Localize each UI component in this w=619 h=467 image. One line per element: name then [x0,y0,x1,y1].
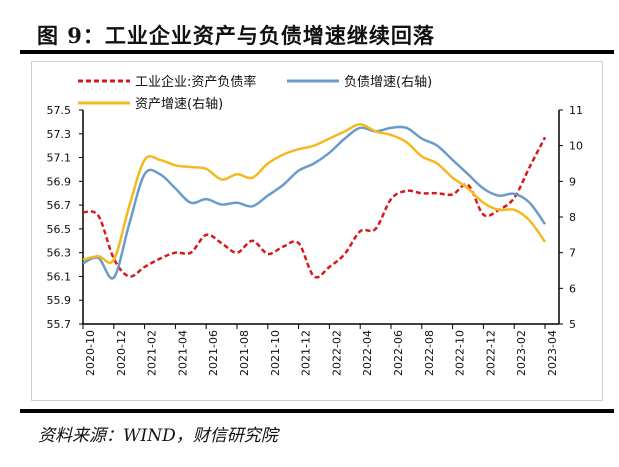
x-tick-label: 2021-04 [176,330,189,376]
x-tick-label: 2022-12 [484,330,497,376]
right-y-tick-label: 5 [569,318,576,331]
x-tick-label: 2021-08 [238,330,251,376]
x-tick-label: 2022-08 [423,330,436,376]
left-y-tick-label: 56.5 [47,223,72,236]
right-y-tick-label: 7 [569,247,576,260]
right-y-tick-label: 10 [569,140,583,153]
right-y-tick-label: 8 [569,211,576,224]
legend-label-0: 工业企业:资产负债率 [135,74,256,90]
left-y-tick-label: 56.7 [47,199,72,212]
legend-label-2: 资产增速(右轴) [135,97,223,112]
x-tick-label: 2022-04 [361,330,374,376]
right-y-tick-label: 11 [569,104,583,117]
x-tick-label: 2020-10 [84,330,97,376]
source-note: 资料来源：WIND，财信研究院 [38,426,278,446]
left-y-tick-label: 57.5 [47,104,72,117]
x-tick-label: 2022-10 [454,330,467,376]
chart-frame [31,61,603,401]
legend-label-1: 负债增速(右轴) [344,75,432,90]
x-tick-label: 2021-10 [269,330,282,376]
series-line-0 [82,136,547,279]
top-rule [20,50,614,54]
x-tick-label: 2023-04 [546,330,559,376]
figure-title: 图 9：工业企业资产与负债增速继续回落 [37,23,435,48]
right-y-tick-label: 9 [569,175,576,188]
x-tick-label: 2021-06 [207,330,220,376]
left-y-tick-label: 56.1 [47,270,72,283]
left-y-tick-label: 56.9 [47,175,72,188]
left-y-tick-label: 56.3 [47,247,72,260]
x-tick-label: 2020-12 [115,330,128,376]
x-tick-label: 2022-06 [392,330,405,376]
left-y-tick-label: 57.3 [47,128,72,141]
series-line-2 [82,123,547,264]
left-y-tick-label: 55.9 [47,294,72,307]
x-tick-label: 2022-02 [330,330,343,376]
bottom-rule [20,409,614,413]
x-tick-label: 2021-02 [146,330,159,376]
x-tick-label: 2023-02 [515,330,528,376]
left-y-tick-label: 55.7 [47,318,72,331]
series-line-1 [82,125,547,280]
x-tick-label: 2021-12 [300,330,313,376]
left-y-tick-label: 57.1 [47,152,72,165]
right-y-tick-label: 6 [569,282,576,295]
